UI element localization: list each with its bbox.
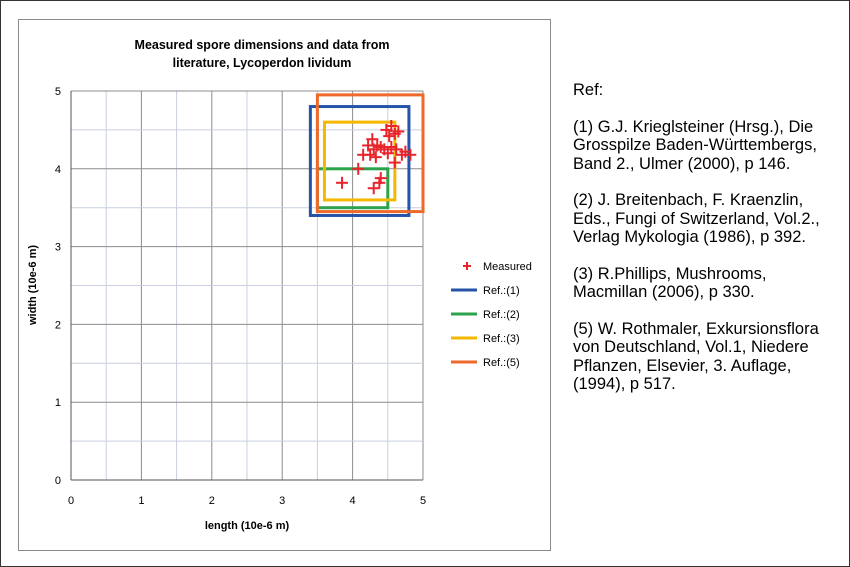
x-tick-label: 2 bbox=[209, 495, 215, 507]
reference-range-3 bbox=[322, 120, 397, 202]
legend-label-ref-1: Ref.:(1) bbox=[483, 285, 520, 297]
reference-item-2: (2) J. Breitenbach, F. Kraenzlin, Eds., … bbox=[573, 191, 820, 246]
reference-range-4 bbox=[315, 93, 425, 214]
measured-point bbox=[381, 147, 394, 160]
measured-point bbox=[374, 172, 387, 185]
measured-point bbox=[383, 130, 396, 143]
references-panel: Ref: (1) G.J. Krieglsteiner (Hrsg.), Die… bbox=[573, 81, 845, 412]
measured-point bbox=[352, 162, 365, 175]
measured-point bbox=[404, 148, 417, 161]
measured-point bbox=[388, 156, 401, 169]
chart-area: 0 1 2 3 4 5 0 1 2 3 4 5 Measured Ref.:(1) Ref.:(2) Ref… bbox=[18, 19, 551, 551]
y-tick-label: 3 bbox=[55, 242, 61, 254]
measured-point bbox=[390, 143, 403, 156]
x-tick-label: 4 bbox=[350, 495, 356, 507]
measured-point bbox=[385, 120, 398, 133]
y-tick-label: 4 bbox=[55, 164, 61, 176]
measured-point bbox=[369, 151, 382, 164]
y-axis-label: width (10e-6 m) bbox=[27, 245, 39, 326]
x-tick-label: 3 bbox=[279, 495, 285, 507]
legend-label-ref-2: Ref.:(2) bbox=[483, 309, 520, 321]
y-tick-label: 5 bbox=[55, 86, 61, 98]
legend-label-ref-4: Ref.:(5) bbox=[483, 357, 520, 369]
y-tick-label: 2 bbox=[55, 319, 61, 331]
reference-item-3: (3) R.Phillips, Mushrooms, Macmillan (20… bbox=[573, 264, 767, 302]
reference-range-1 bbox=[308, 105, 411, 217]
x-tick-label: 0 bbox=[68, 495, 74, 507]
reference-item-5: (5) W. Rothmaler, Exkursionsflora von De… bbox=[573, 319, 819, 394]
reference-item-1: (1) G.J. Krieglsteiner (Hrsg.), Die Gros… bbox=[573, 117, 817, 173]
chart-title-line-2: literature, Lycoperdon lividum bbox=[173, 56, 352, 70]
legend-label-measured: Measured bbox=[483, 261, 532, 273]
scatter-chart: 0 1 2 3 4 5 0 1 2 3 4 5 Measured Ref.:(1) Ref.:(2) Ref… bbox=[27, 38, 532, 532]
chart-title-line-1: Measured spore dimensions and data from bbox=[135, 38, 390, 52]
measured-point bbox=[367, 182, 380, 195]
legend-label-ref-3: Ref.:(3) bbox=[483, 333, 520, 345]
y-tick-label: 1 bbox=[55, 397, 61, 409]
measured-point bbox=[336, 176, 349, 189]
x-tick-label: 1 bbox=[138, 495, 144, 507]
references-heading: Ref: bbox=[573, 81, 604, 99]
y-tick-label: 0 bbox=[55, 475, 61, 487]
measured-point bbox=[392, 125, 405, 138]
x-axis-label: length (10e-6 m) bbox=[205, 520, 290, 532]
measured-point bbox=[366, 133, 379, 146]
x-tick-label: 5 bbox=[420, 495, 426, 507]
